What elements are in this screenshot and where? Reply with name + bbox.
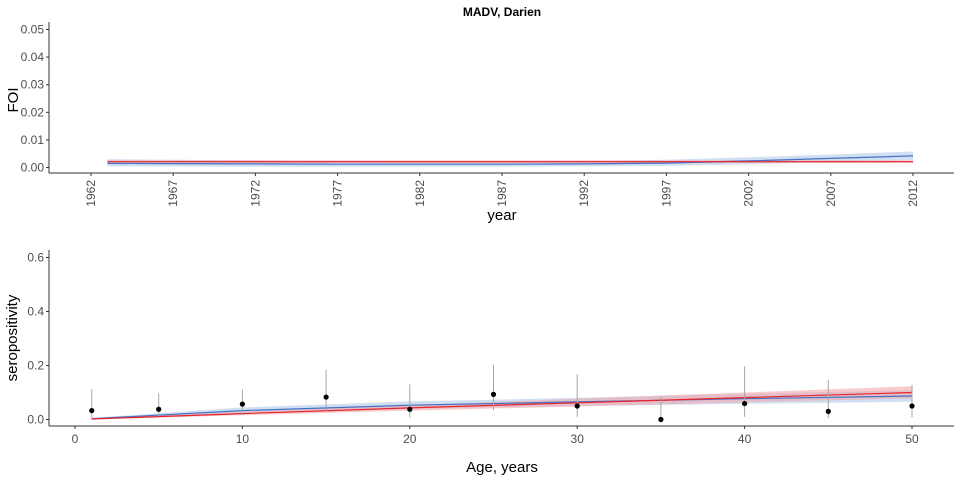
sero-x-tick-label: 0	[72, 432, 79, 446]
foi-x-tick-label: 1977	[331, 180, 345, 207]
sero-point	[323, 394, 329, 400]
sero-y-tick-label: 0.6	[27, 251, 44, 265]
sero-point	[156, 406, 162, 412]
sero-point	[239, 401, 245, 407]
sero-y-tick-label: 0.0	[27, 413, 44, 427]
sero-point	[574, 403, 580, 409]
foi-chart-title: MADV, Darien	[463, 5, 541, 19]
foi-x-tick-label: 1997	[659, 180, 673, 207]
foi-y-tick-label: 0.05	[21, 23, 45, 37]
foi-y-tick-label: 0.03	[21, 78, 45, 92]
foi-axes: 0.00 0.01 0.02 0.03 0.04 0.05 1962 1967 1972 1977…	[21, 22, 954, 207]
sero-point	[407, 406, 413, 412]
foi-panel: MADV, Darien FOI year 0.000.010.020.030.…	[5, 5, 954, 224]
foi-y-tick-label: 0.04	[21, 50, 45, 64]
sero-y-tick-label: 0.4	[27, 305, 44, 319]
sero-point	[490, 391, 497, 397]
sero-x-axis-title: Age, years	[466, 459, 538, 476]
foi-x-tick-label: 1967	[166, 180, 180, 207]
foi-x-axis-title: year	[487, 207, 516, 224]
foi-line-0	[107, 155, 914, 165]
foi-x-tick-label: 1982	[413, 180, 427, 207]
sero-x-tick-label: 30	[571, 432, 585, 446]
sero-x-tick-label: 20	[403, 432, 417, 446]
sero-point	[825, 408, 831, 414]
foi-y-tick-label: 0.01	[21, 133, 45, 147]
foi-y-tick-label: 0.00	[21, 161, 45, 175]
foi-x-tick-label: 1972	[248, 180, 262, 207]
sero-points	[89, 391, 915, 423]
foi-x-tick-label: 1987	[495, 180, 509, 207]
sero-x-tick-label: 10	[236, 432, 250, 446]
foi-y-axis-title: FOI	[5, 88, 22, 113]
sero-point	[89, 407, 95, 414]
sero-x-tick-label: 40	[738, 432, 752, 446]
foi-x-tick-label: 1962	[84, 180, 98, 207]
sero-point	[658, 416, 664, 423]
sero-y-tick-label: 0.2	[27, 359, 44, 373]
sero-x-tick-label: 50	[905, 432, 919, 446]
sero-panel: seropositivity Age, years 0.0 0.2 0.4 0.6 0 1…	[4, 250, 954, 476]
foi-y-tick-label: 0.02	[21, 105, 45, 119]
foi-x-tick-label: 2007	[824, 180, 838, 207]
foi-lines	[107, 155, 914, 165]
foi-x-tick-label: 2002	[742, 180, 756, 207]
sero-y-axis-title: seropositivity	[4, 294, 21, 381]
foi-x-tick-label: 1992	[577, 180, 591, 207]
foi-x-tick-label: 2012	[906, 180, 920, 207]
sero-point	[909, 403, 915, 409]
sero-point	[742, 400, 748, 407]
sero-axes: 0.0 0.2 0.4 0.6 0 10 20 30 40 50	[27, 250, 954, 446]
